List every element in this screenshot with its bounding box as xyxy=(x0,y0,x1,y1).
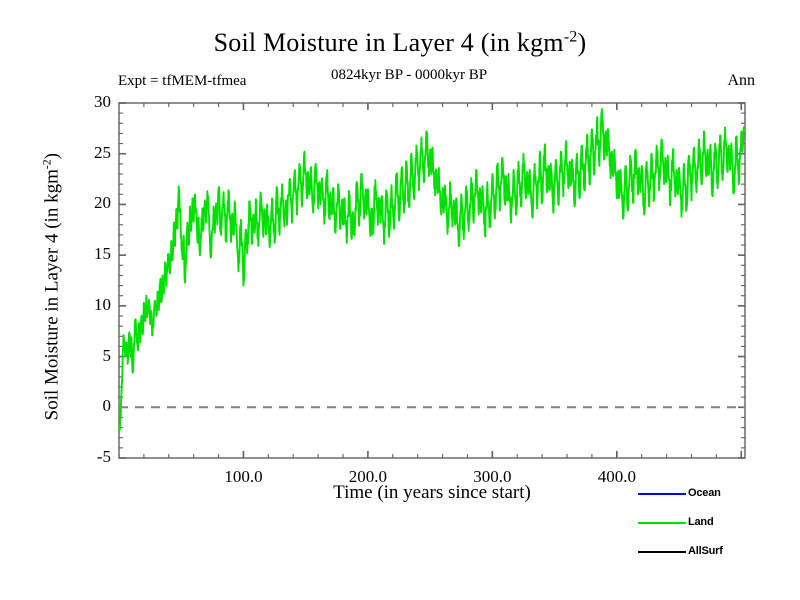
legend-entry[interactable]: Land xyxy=(638,516,798,530)
legend-entry[interactable]: Ocean xyxy=(638,487,798,501)
chart-legend: Ocean Land AllSurf xyxy=(638,487,798,567)
x-tick-label: 200.0 xyxy=(348,467,388,486)
date-range-label: 0824kyr BP - 0000kyr BP xyxy=(330,67,488,83)
x-tick-label: 400.0 xyxy=(597,467,636,486)
y-tick-label: 5 xyxy=(102,345,112,365)
chart-title-main: Soil Moisture in Layer 4 (in kgm xyxy=(213,28,564,57)
legend-label: Ocean xyxy=(688,487,721,499)
axis-ticks xyxy=(118,102,745,459)
x-axis-title: Time (in years since start) xyxy=(333,482,531,503)
legend-label: AllSurf xyxy=(688,545,723,557)
x-tick-label: 300.0 xyxy=(473,467,512,486)
legend-label: Land xyxy=(688,516,714,528)
legend-swatch-ocean xyxy=(638,493,686,495)
x-tick-label: 100.0 xyxy=(224,467,263,486)
data-series-land xyxy=(118,108,746,432)
y-tick-label: -5 xyxy=(96,447,111,466)
legend-swatch-land xyxy=(638,522,686,524)
y-tick-label: 25 xyxy=(94,142,111,162)
y-tick-label: 20 xyxy=(94,193,111,213)
averaging-label: Ann xyxy=(727,72,755,89)
chart-title: Soil Moisture in Layer 4 (in kgm-2) xyxy=(0,28,800,58)
y-tick-label: 10 xyxy=(94,294,111,314)
chart-title-superscript: -2 xyxy=(563,28,578,46)
experiment-label: Expt = tfMEM-tfmea xyxy=(118,73,247,89)
y-tick-label: 30 xyxy=(94,92,111,111)
y-tick-label: 0 xyxy=(102,396,112,416)
chart-title-close: ) xyxy=(577,28,587,57)
plot-frame xyxy=(118,102,746,459)
y-tick-label: 15 xyxy=(94,244,111,264)
legend-swatch-allsurf xyxy=(638,551,686,553)
legend-entry[interactable]: AllSurf xyxy=(638,545,798,559)
